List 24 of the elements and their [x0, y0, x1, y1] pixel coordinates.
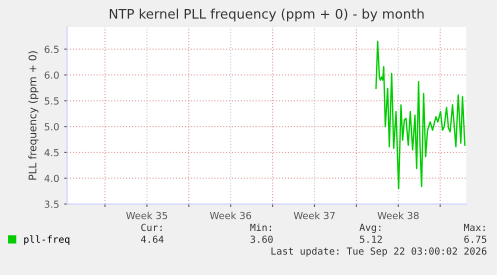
text: Last update: Tue Sep 22 03:00:02 2026 [272, 247, 486, 257]
legend-label: pll-freq [24, 235, 70, 245]
text: Max: [464, 224, 485, 232]
x-tick-label: Week 35 [126, 212, 168, 220]
x-tick-label: Week 36 [210, 212, 252, 220]
y-tick-label: 4.0 [44, 174, 59, 182]
y-axis-title: PLL frequency (ppm + 0) [28, 51, 38, 180]
x-tick-label: Week 37 [294, 212, 335, 220]
x-tick-label: Week 38 [378, 212, 419, 220]
y-tick-label: 5.0 [44, 123, 59, 130]
text: Cur: [141, 224, 162, 232]
text: Min: [250, 224, 272, 231]
y-tick-label: 6.0 [44, 71, 59, 79]
y-tick-label: 3.5 [44, 200, 59, 208]
text: 6.75 [464, 236, 486, 243]
y-tick-label: 4.5 [44, 149, 59, 156]
text: Avg: [359, 224, 380, 233]
text: 5.12 [360, 236, 382, 243]
y-tick-label: 5.5 [44, 97, 59, 105]
y-tick-label: 6.5 [44, 46, 59, 53]
text: 4.64 [141, 236, 164, 243]
text: 3.60 [250, 236, 273, 243]
chart-title: NTP kernel PLL frequency (ppm + 0) - by month [110, 8, 424, 22]
line-series [375, 40, 466, 190]
